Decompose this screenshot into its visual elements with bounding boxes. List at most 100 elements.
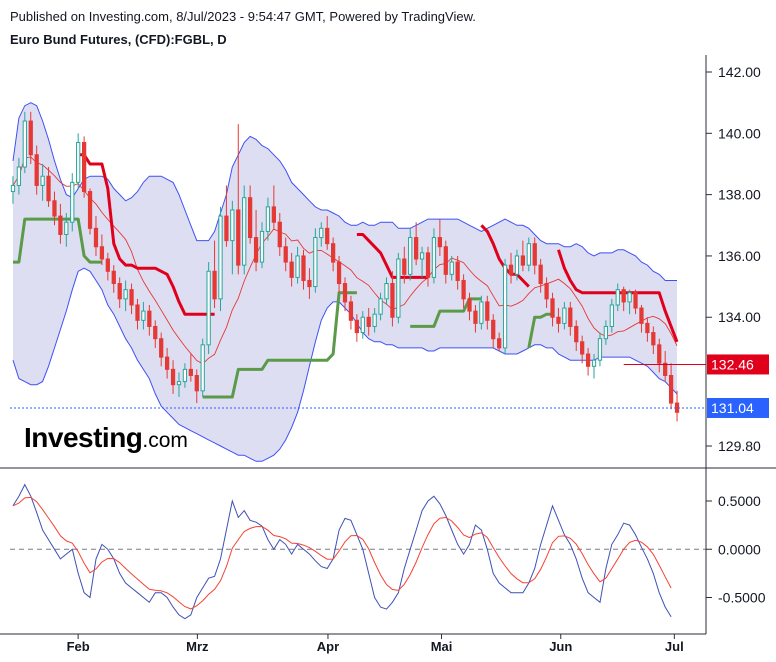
candle-body xyxy=(663,362,668,376)
candle xyxy=(325,216,330,250)
candle xyxy=(271,185,276,229)
candle xyxy=(633,289,638,315)
candle xyxy=(64,213,69,247)
candle-body xyxy=(248,197,253,239)
candle-body xyxy=(105,258,110,272)
candle-body xyxy=(568,307,573,327)
candle xyxy=(295,246,300,284)
candle-body xyxy=(117,283,122,300)
candle-body xyxy=(224,215,229,242)
candle-body xyxy=(147,310,152,327)
candle xyxy=(307,268,312,299)
candle-body xyxy=(46,175,51,202)
candle xyxy=(283,237,288,272)
candle-body xyxy=(10,184,16,193)
oscillator-tick-label: 0.5000 xyxy=(718,493,761,509)
candle-body xyxy=(354,319,359,334)
candle-body xyxy=(331,243,336,263)
candle xyxy=(354,314,359,342)
candle xyxy=(342,277,348,312)
candle-body xyxy=(402,258,407,275)
candle xyxy=(479,295,484,330)
candle-body xyxy=(265,206,271,232)
candle-body xyxy=(336,261,342,285)
month-label: Feb xyxy=(67,639,90,654)
candle xyxy=(585,347,591,376)
candle xyxy=(366,308,371,336)
candle xyxy=(159,332,164,367)
oscillator-main-line xyxy=(12,483,672,620)
candle-body xyxy=(212,270,217,300)
candle xyxy=(408,228,413,281)
candle-body xyxy=(159,338,164,358)
published-caption: Published on Investing.com, 8/Jul/2023 -… xyxy=(10,9,476,24)
candle xyxy=(22,111,27,174)
candle-body xyxy=(342,283,348,303)
candle-body xyxy=(58,215,63,235)
candle xyxy=(28,111,33,164)
candle xyxy=(639,304,644,333)
candle-body xyxy=(242,197,247,266)
price-tick-label: 129.80 xyxy=(718,438,761,454)
axes: 142.00 140.00 138.00 136.00 134.00 129.80 0.50… xyxy=(0,55,776,654)
candle-body xyxy=(603,325,609,340)
candle xyxy=(58,203,63,244)
candle xyxy=(70,173,75,232)
trailing-stop-green-segment xyxy=(202,291,357,399)
last-price-tag: 131.04 xyxy=(707,397,769,418)
candle-body xyxy=(16,166,22,186)
candle xyxy=(319,222,324,247)
candle xyxy=(289,252,294,287)
candle-body xyxy=(538,264,543,285)
candle xyxy=(105,252,110,281)
candle-body xyxy=(206,270,211,346)
candle xyxy=(645,317,650,342)
month-label: Apr xyxy=(317,639,339,654)
candle xyxy=(431,228,437,284)
candle-body xyxy=(176,381,182,386)
candle-body xyxy=(645,322,650,334)
candle xyxy=(668,363,674,410)
candle xyxy=(621,286,626,312)
candle-body xyxy=(550,298,555,318)
candle xyxy=(532,237,537,275)
candle-body xyxy=(277,221,282,248)
candle xyxy=(129,283,134,315)
candle-body xyxy=(390,283,395,318)
price-tick-label: 134.00 xyxy=(718,309,761,325)
candle-body xyxy=(668,374,674,404)
candle-body xyxy=(431,237,437,278)
price-tick-label: 142.00 xyxy=(718,64,761,80)
candle-body xyxy=(348,301,354,321)
investing-logo: Investing.com xyxy=(24,422,188,454)
candle-body xyxy=(301,255,306,281)
candle-body xyxy=(556,316,561,324)
candle-body xyxy=(28,120,33,156)
candle-body xyxy=(218,215,223,300)
candle xyxy=(153,320,158,348)
candle-body xyxy=(81,142,87,193)
candle-body xyxy=(425,252,431,278)
trailing-stop-green-segment xyxy=(527,312,553,349)
price-tick-label: 140.00 xyxy=(718,125,761,141)
candle-body xyxy=(597,338,603,361)
candle xyxy=(212,240,217,309)
candle xyxy=(265,197,271,241)
candle xyxy=(378,292,383,321)
candle-body xyxy=(64,221,69,235)
candle-body xyxy=(22,120,27,168)
candle xyxy=(194,369,199,404)
candle xyxy=(224,185,229,247)
candle-body xyxy=(200,344,205,392)
candle xyxy=(663,350,668,382)
candle xyxy=(603,320,609,345)
candle-body xyxy=(408,237,413,275)
candle xyxy=(135,298,140,330)
candle xyxy=(384,277,389,305)
candle-body xyxy=(467,298,472,312)
price-tick-label: 136.00 xyxy=(718,248,761,264)
candle-body xyxy=(443,246,448,275)
candle-body xyxy=(378,298,383,315)
candle-body xyxy=(591,359,597,367)
candle xyxy=(443,240,448,284)
